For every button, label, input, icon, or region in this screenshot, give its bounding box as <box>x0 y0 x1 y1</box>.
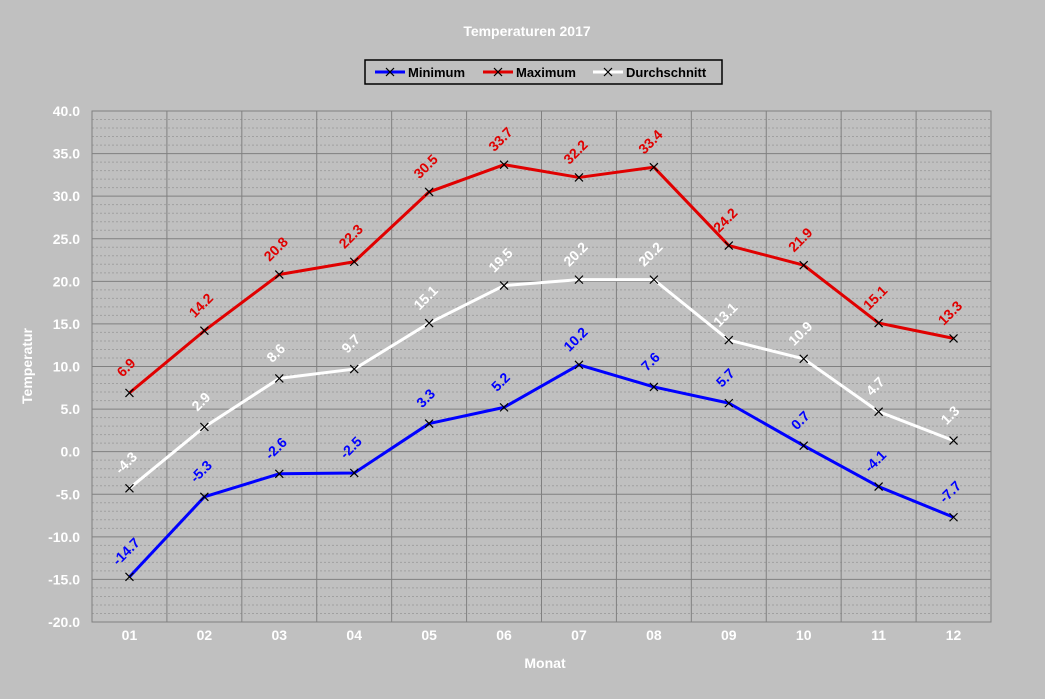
data-point-marker <box>799 354 809 364</box>
data-point-marker <box>649 162 659 172</box>
data-point-marker <box>874 482 884 492</box>
data-point-marker <box>649 382 659 392</box>
x-tick-label: 06 <box>496 627 512 643</box>
x-tick-label: 08 <box>646 627 662 643</box>
data-point-marker <box>949 333 958 343</box>
data-point-marker <box>424 419 434 428</box>
data-point-marker <box>724 398 734 408</box>
legend-entry-durchschnitt: Durchschnitt <box>593 65 707 80</box>
x-tick-label: 04 <box>346 627 362 643</box>
data-point-marker <box>199 492 209 502</box>
x-tick-label: 11 <box>871 627 886 643</box>
data-point-marker <box>603 67 613 77</box>
y-tick-label: 15.0 <box>53 316 80 332</box>
data-point-marker <box>349 257 359 267</box>
data-point-marker <box>385 67 395 77</box>
x-tick-label: 12 <box>946 627 962 643</box>
x-tick-label: 10 <box>796 627 812 643</box>
y-tick-label: 5.0 <box>61 401 81 417</box>
x-tick-label: 02 <box>197 627 213 643</box>
data-point-marker <box>125 388 134 398</box>
legend-entry-maximum: Maximum <box>483 65 576 80</box>
data-point-marker <box>799 441 809 451</box>
y-tick-label: -20.0 <box>48 614 80 630</box>
data-point-marker <box>125 572 134 582</box>
legend-entry-minimum: Minimum <box>375 65 465 80</box>
x-tick-label: 05 <box>421 627 437 643</box>
y-axis-title: Temperatur <box>19 327 35 404</box>
data-point-marker <box>949 436 958 446</box>
x-tick-label: 07 <box>571 627 587 643</box>
data-point-marker <box>499 281 509 291</box>
y-tick-label: 20.0 <box>53 273 80 289</box>
data-point-marker <box>574 275 584 285</box>
x-axis-title: Monat <box>524 655 566 671</box>
data-point-marker <box>499 160 509 170</box>
data-point-marker <box>349 364 359 374</box>
x-tick-label: 09 <box>721 627 737 643</box>
y-tick-label: 25.0 <box>53 231 80 247</box>
data-point-marker <box>724 241 734 250</box>
series-line <box>128 278 955 490</box>
y-tick-label: -10.0 <box>48 529 80 545</box>
data-point-marker <box>349 468 359 478</box>
legend-label: Durchschnitt <box>626 65 707 80</box>
data-point-marker <box>574 173 584 182</box>
data-point-marker <box>874 318 884 328</box>
series-line <box>128 363 955 578</box>
x-tick-label: 01 <box>122 627 138 643</box>
data-point-marker <box>499 402 509 412</box>
y-tick-label: 0.0 <box>61 444 81 460</box>
x-tick-label: 03 <box>272 627 288 643</box>
data-point-marker <box>424 318 434 328</box>
data-point-marker <box>799 260 809 270</box>
axes: 40.0 35.0 30.0 25.0 20.0 15.0 10.0 5.0 0.0 -5.0 -1… <box>48 103 961 643</box>
data-point-marker <box>649 275 659 285</box>
y-tick-label: 10.0 <box>53 359 80 375</box>
legend-label: Minimum <box>408 65 465 80</box>
chart-title: Temperaturen 2017 <box>463 23 591 39</box>
data-point-marker <box>199 422 209 432</box>
y-tick-label: 40.0 <box>53 103 80 119</box>
data-point-marker <box>874 407 884 417</box>
legend: Minimum Maximum Durchschnitt <box>364 59 723 85</box>
legend-box <box>364 59 723 85</box>
data-point-marker <box>274 469 284 479</box>
legend-label: Maximum <box>516 65 576 80</box>
data-point-marker <box>949 512 958 522</box>
data-point-marker <box>724 335 734 345</box>
y-tick-label: 35.0 <box>53 146 80 162</box>
data-point-marker <box>274 270 284 279</box>
data-point-marker <box>424 187 434 197</box>
data-point-marker <box>199 326 209 336</box>
data-point-marker <box>125 483 134 493</box>
plot-area-border <box>91 110 992 623</box>
y-tick-label: 30.0 <box>53 188 80 204</box>
data-point-marker <box>574 360 584 370</box>
data-point-marker <box>493 67 503 77</box>
y-tick-label: -5.0 <box>56 486 80 502</box>
y-tick-label: -15.0 <box>48 571 80 587</box>
series-line <box>128 163 954 395</box>
data-point-marker <box>274 373 284 383</box>
